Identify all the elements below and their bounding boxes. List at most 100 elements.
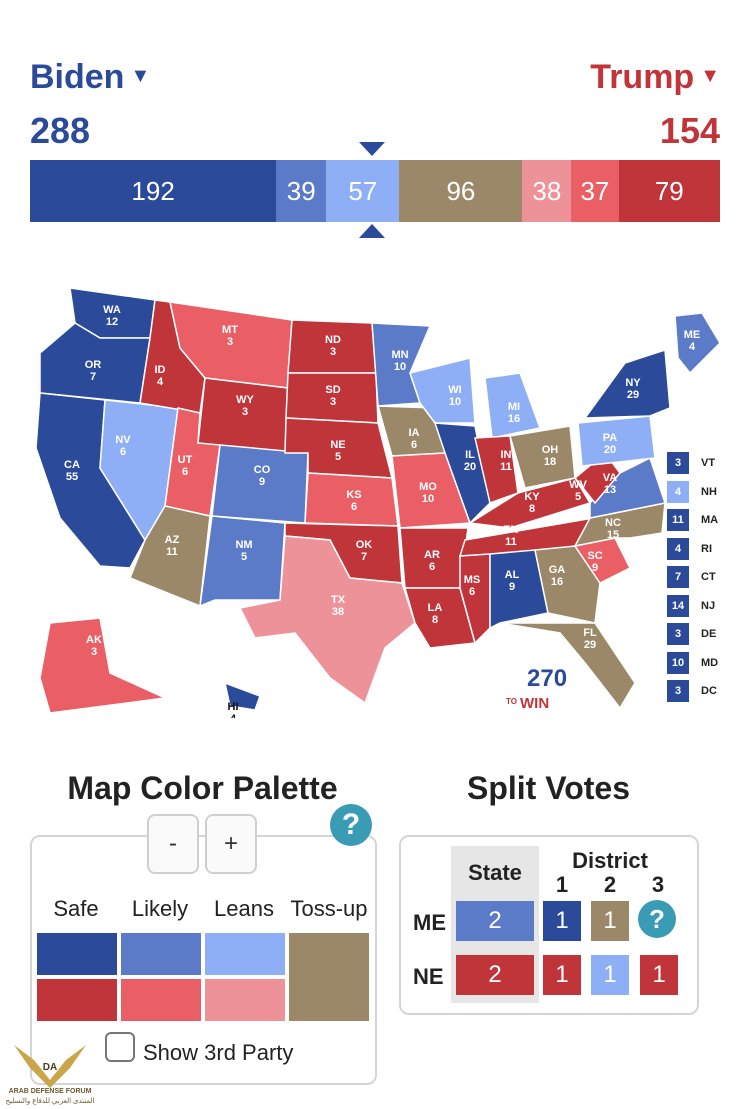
state-label-MS: MS [464,574,481,586]
small-state-vt[interactable]: 3 VT [667,452,715,474]
logo-win: WIN [520,695,549,712]
state-ev-CA: 55 [66,471,78,483]
state-ev-CO: 9 [259,476,265,488]
swatch-dem-safe[interactable] [37,933,117,975]
small-state-dc[interactable]: 3 DC [667,680,717,702]
us-electoral-map[interactable]: WA 12 OR 7 CA 55 NV 6 ID 4 MT 3 WY 3 UT 6 AZ 11 CO 9 NM 5 ND 3 S… [30,278,730,725]
state-ev-AL: 9 [509,581,515,593]
state-WI[interactable] [409,357,476,424]
threshold-marker-bottom [359,224,385,238]
state-label-KS: KS [346,489,361,501]
small-state-ev: 4 [667,537,689,560]
state-IL[interactable] [433,422,491,525]
swatch-dem-likely[interactable] [121,933,201,975]
270towin-logo: 270 TO WIN [506,665,567,712]
me-state-cell[interactable]: 2 [456,901,534,941]
state-AK[interactable] [39,617,168,714]
state-ev-HI: 4 [230,713,237,718]
me-district-help-icon[interactable]: ? [638,900,676,938]
state-label-FL: FL [583,627,597,639]
state-HI[interactable] [223,681,261,711]
small-state-ev: 10 [667,651,689,674]
small-state-ma[interactable]: 11 MA [667,509,718,531]
state-ev-SC: 9 [592,562,598,574]
swatch-rep-safe[interactable] [37,979,117,1021]
swatch-tossup[interactable] [289,933,369,1021]
state-MI[interactable] [484,372,542,439]
state-ev-WY: 3 [242,406,248,418]
ne-district-1-cell[interactable]: 1 [543,955,581,995]
state-AL[interactable] [489,549,549,630]
small-state-ri[interactable]: 4 RI [667,537,712,560]
state-label-TN: TN [504,524,519,536]
bar-segment: 37 [571,160,619,222]
state-label-WV: WV [569,479,587,491]
district-1-header: 1 [555,872,569,897]
biden-candidate-selector[interactable]: Biden ▼ [30,58,150,97]
state-FL[interactable] [499,622,636,710]
small-state-ct[interactable]: 7 CT [667,566,716,588]
third-party-checkbox[interactable] [105,1032,135,1062]
small-state-nh[interactable]: 4 NH [667,480,717,503]
biden-name: Biden [30,58,125,96]
ne-district-3-cell[interactable]: 1 [640,955,678,995]
forum-mark: DA [43,1062,57,1073]
state-ev-SD: 3 [330,396,336,408]
district-3-header: 3 [651,872,665,897]
state-ev-WV: 5 [575,491,581,503]
small-state-de[interactable]: 3 DE [667,623,716,645]
ne-district-2-cell[interactable]: 1 [591,955,629,995]
small-state-nj[interactable]: 14 NJ [667,594,715,617]
palette-help-icon[interactable]: ? [330,804,372,846]
ne-state-cell[interactable]: 2 [456,955,534,995]
state-ME[interactable] [674,312,721,375]
state-ev-GA: 16 [551,576,563,588]
small-state-ev: 3 [667,680,689,702]
state-TX[interactable] [238,535,416,705]
state-ev-TN: 11 [505,536,517,548]
zoom-in-button[interactable]: + [205,814,257,874]
state-label-NE: NE [330,439,345,451]
swatch-dem-leans[interactable] [205,933,285,975]
state-GA[interactable] [534,545,601,624]
electoral-vote-bar: 192 39 57 96 38 37 79 [30,160,720,222]
state-ev-OH: 18 [544,456,556,468]
watermark-line1: ARAB DEFENSE FORUM [8,1088,92,1095]
state-ev-AZ: 11 [166,546,178,558]
state-PA[interactable] [577,415,656,467]
state-label-MN: MN [391,349,408,361]
me-district-2-cell[interactable]: 1 [591,901,629,941]
swatch-rep-leans[interactable] [205,979,285,1021]
me-district-1-cell[interactable]: 1 [543,901,581,941]
state-label-IL: IL [465,449,475,461]
state-ev-WA: 12 [106,316,118,328]
map-svg[interactable]: WA12OR7CA55NV6ID4MT3WY3UT6AZ11CO9NM5ND3S… [30,278,730,725]
state-LA[interactable] [404,587,476,649]
state-label-OR: OR [85,359,102,371]
state-label-GA: GA [549,564,566,576]
state-label-SD: SD [325,384,340,396]
small-state-abbr: RI [701,542,712,555]
state-NM[interactable] [199,515,286,608]
bar-segment: 57 [326,160,400,222]
state-ev-ME: 4 [689,341,696,353]
state-AZ[interactable] [129,505,211,608]
small-state-abbr: CT [701,571,716,583]
state-MS[interactable] [459,553,491,645]
state-ev-NV: 6 [120,446,126,458]
logo-270: 270 [527,665,567,692]
district-2-header: 2 [603,872,617,897]
threshold-marker-top [359,142,385,156]
state-label-WI: WI [448,384,461,396]
small-state-md[interactable]: 10 MD [667,651,718,674]
state-ev-IL: 20 [464,461,476,473]
state-ev-MS: 6 [469,586,475,598]
state-NY[interactable] [583,348,671,419]
state-label-NV: NV [115,434,131,446]
zoom-out-button[interactable]: - [147,814,199,874]
state-KY[interactable] [467,477,592,529]
state-OH[interactable] [509,425,576,489]
trump-candidate-selector[interactable]: Trump ▼ [590,58,720,97]
swatch-rep-likely[interactable] [121,979,201,1021]
watermark-line2: المنتدى العربي للدفاع والتسليح [5,1098,95,1105]
